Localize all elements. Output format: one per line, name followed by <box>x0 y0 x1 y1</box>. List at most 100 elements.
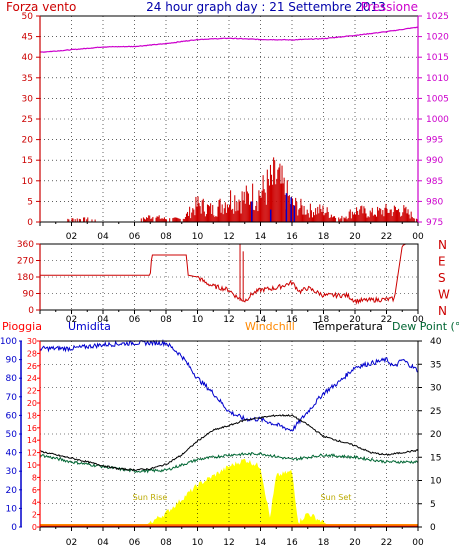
rain-y-tick-label: 6 <box>32 486 37 495</box>
humidity-title: Umidita <box>68 320 111 333</box>
wind-y-tick-label: 30 <box>22 94 34 104</box>
rain-y-tick-label: 24 <box>27 374 37 383</box>
humidity-y-tick-label: 0 <box>11 523 17 533</box>
wind-bar <box>161 218 163 222</box>
wind-bar <box>368 217 370 222</box>
climate-panel-x-tick-label: 20 <box>349 538 361 548</box>
windchill-title: Windchill <box>245 320 295 333</box>
wind-bar <box>400 216 402 222</box>
wind-panel-x-tick-label: 04 <box>97 232 109 242</box>
wind-bar <box>217 206 219 222</box>
rain-y-tick-label: 10 <box>27 461 37 470</box>
pressure-y-tick-label: 980 <box>426 197 443 207</box>
wind-bar <box>399 212 401 222</box>
wind-bar <box>339 219 341 222</box>
wind-bar <box>194 215 196 222</box>
wind-bar <box>274 160 276 222</box>
sunset-label: Sun Set <box>321 493 352 502</box>
wind-bar <box>413 218 415 222</box>
wind-bar <box>158 215 160 222</box>
gust-bar <box>290 197 292 222</box>
rain-title: Pioggia <box>2 320 42 333</box>
compass-label: W <box>438 288 450 302</box>
wind-bar <box>86 219 88 222</box>
wind-bar <box>367 216 369 222</box>
wind-bar <box>280 183 282 222</box>
wind-bar <box>395 210 397 222</box>
humidity-y-tick-label: 20 <box>6 486 18 496</box>
wind-bar <box>247 193 249 222</box>
wind-bar <box>292 198 294 222</box>
pressure-y-tick-label: 975 <box>426 218 443 228</box>
wind-panel-x-tick-label: 18 <box>318 232 330 242</box>
wind-bar <box>402 212 404 222</box>
wind-bar <box>140 218 142 222</box>
wind-bar <box>390 209 392 222</box>
temperature-y-tick-label: 20 <box>430 430 442 440</box>
climate-panel-x-tick-label: 02 <box>66 538 77 548</box>
wind-bar <box>376 216 378 222</box>
gust-bar <box>269 209 272 222</box>
wind-bar <box>359 209 361 222</box>
wind-bar <box>190 218 192 222</box>
wind-bar <box>156 216 158 222</box>
humidity-y-tick-label: 100 <box>0 337 17 347</box>
wind-bar <box>241 191 243 222</box>
rain-y-tick-label: 28 <box>27 349 37 358</box>
wind-bar <box>76 218 78 222</box>
pressure-y-tick-label: 990 <box>426 156 443 166</box>
pressure-y-tick-label: 985 <box>426 177 443 187</box>
wind-bar <box>332 216 334 222</box>
wind-bar <box>68 219 70 222</box>
chart-title: 24 hour graph day : 21 Settembre 2013 <box>146 0 386 14</box>
wind-bar <box>243 191 245 222</box>
wind-bar <box>225 212 227 222</box>
wind-bar <box>164 219 166 222</box>
humidity-y-tick-label: 40 <box>6 449 18 459</box>
wind-bar <box>306 209 308 222</box>
wind-bar <box>149 215 151 222</box>
wind-bar <box>151 218 153 222</box>
climate-panel-x-tick-label: 00 <box>412 538 424 548</box>
wind-bar <box>157 216 159 222</box>
wind-bar <box>392 212 394 222</box>
direction-y-tick-label: 180 <box>17 273 34 283</box>
compass-label: N <box>438 304 447 318</box>
wind-bar <box>325 212 327 222</box>
wind-y-tick-label: 10 <box>22 177 34 187</box>
wind-bar <box>374 214 376 222</box>
wind-y-tick-label: 5 <box>27 197 33 207</box>
rain-y-tick-label: 0 <box>32 523 37 532</box>
wind-bar <box>382 210 384 222</box>
wind-bar <box>191 212 193 222</box>
wind-bar <box>276 178 278 222</box>
wind-bar <box>401 215 403 222</box>
wind-bar <box>304 214 306 222</box>
wind-bar <box>74 219 76 222</box>
wind-bar <box>268 185 270 222</box>
gust-bar <box>251 201 253 222</box>
wind-bar <box>178 218 180 222</box>
rain-y-tick-label: 22 <box>27 387 37 396</box>
wind-panel-x-tick-label: 14 <box>255 232 267 242</box>
wind-bar <box>222 214 224 222</box>
humidity-y-tick-label: 30 <box>6 467 18 477</box>
wind-panel-x-tick-label: 12 <box>223 232 234 242</box>
solar-layer <box>142 458 332 527</box>
wind-bar <box>166 219 168 222</box>
wind-bar <box>373 214 375 222</box>
wind-bar <box>218 200 220 222</box>
wind-bar <box>278 167 280 222</box>
wind-bar <box>378 210 380 222</box>
wind-bar <box>288 195 290 222</box>
wind-bar <box>259 195 261 222</box>
wind-bar <box>183 218 185 222</box>
wind-bar <box>227 207 229 222</box>
wind-bar <box>415 218 417 222</box>
wind-bar <box>310 210 312 222</box>
wind-bar <box>163 217 165 222</box>
wind-bar <box>184 217 186 222</box>
climate-panel-x-tick-label: 12 <box>223 538 234 548</box>
wind-bar <box>297 215 299 222</box>
